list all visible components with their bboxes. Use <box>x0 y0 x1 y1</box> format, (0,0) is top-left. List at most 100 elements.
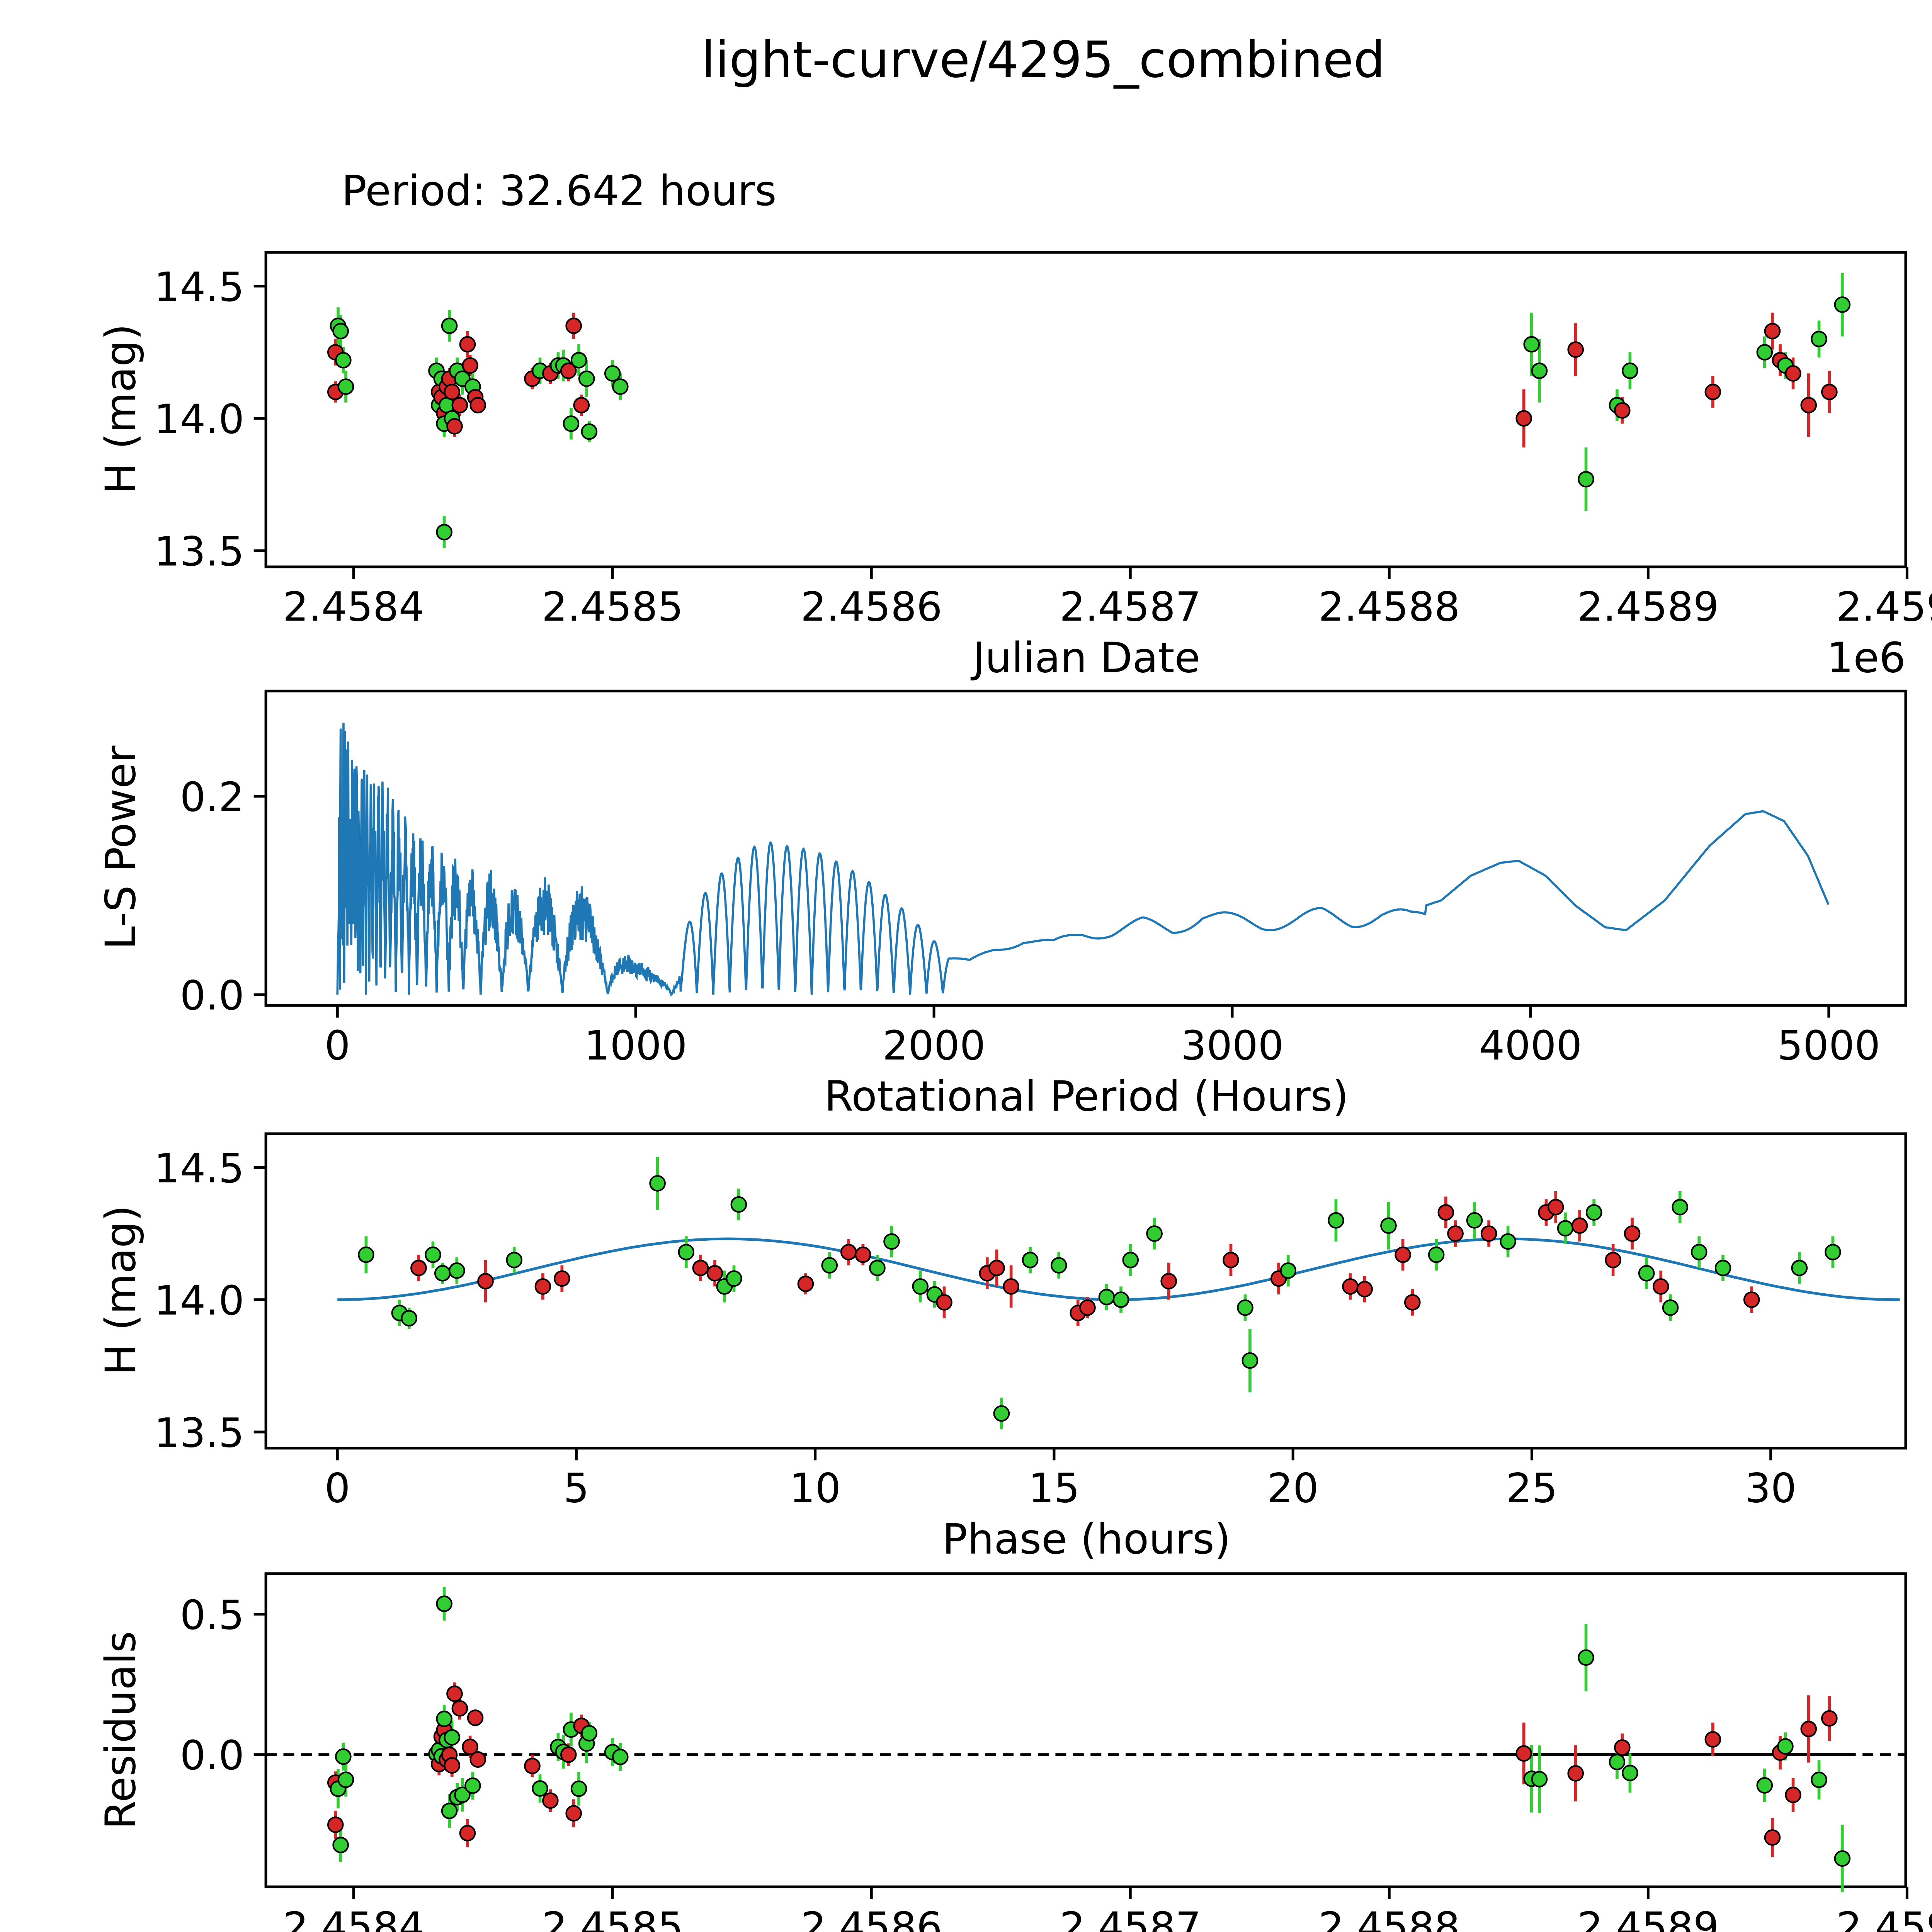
x-tick-label: 2000 <box>883 1022 986 1069</box>
x-tick-label: 2.4587 <box>1060 583 1201 631</box>
x-tick-label: 2.4588 <box>1318 1903 1460 1932</box>
data-point <box>1531 1771 1548 1787</box>
data-point <box>444 384 461 400</box>
data-point <box>692 1260 709 1276</box>
data-point <box>444 1729 461 1746</box>
data-point <box>855 1246 871 1263</box>
data-point <box>1764 323 1781 340</box>
data-point <box>410 1260 427 1276</box>
data-point <box>1567 1765 1584 1782</box>
panel-residuals: 2.4584 2.4585 2.4586 2.4587 2.4588 2.4589 2.45… <box>96 1572 1932 1932</box>
data-point <box>1395 1246 1411 1263</box>
data-point <box>1404 1294 1421 1311</box>
data-point <box>1223 1252 1239 1269</box>
y-tick-label: 14.5 <box>154 264 244 311</box>
data-point <box>469 397 486 413</box>
data-point <box>1328 1212 1344 1229</box>
panel-periodogram: 0 1000 2000 3000 4000 5000 0.0 0.2 Rotational P… <box>96 689 1907 1121</box>
data-point <box>1515 1745 1532 1762</box>
data-point <box>335 352 352 369</box>
data-point <box>1614 402 1631 419</box>
data-point <box>1585 1204 1602 1221</box>
data-point <box>1515 410 1532 427</box>
data-point <box>1704 384 1721 400</box>
data-point <box>1624 1225 1641 1242</box>
lightcurve-points-layer <box>327 273 1851 548</box>
x-tick-label: 2.4584 <box>283 1903 425 1932</box>
data-point <box>1662 1299 1679 1316</box>
phase-ylabel: H (mag) <box>96 1205 145 1376</box>
data-point <box>612 378 629 395</box>
data-point <box>1811 1771 1827 1788</box>
residuals-ylabel: Residuals <box>96 1631 145 1830</box>
data-point <box>332 323 349 340</box>
x-tick-label: 0 <box>325 1465 350 1512</box>
data-point <box>358 1246 374 1263</box>
data-point <box>337 1771 354 1788</box>
data-point <box>1614 1739 1631 1756</box>
x-tick-label: 3000 <box>1181 1022 1284 1069</box>
x-tick-label: 2.4588 <box>1318 583 1460 631</box>
data-point <box>604 365 621 382</box>
data-point <box>425 1246 441 1263</box>
data-point <box>821 1257 838 1274</box>
data-point <box>706 1265 723 1282</box>
data-point <box>1567 341 1584 358</box>
data-point <box>467 1709 484 1726</box>
lightcurve-axes-frame <box>264 251 1907 568</box>
x-tick-label: 1000 <box>584 1022 687 1069</box>
data-point <box>1764 1829 1781 1846</box>
data-point <box>678 1244 695 1260</box>
periodogram-curve-layer <box>336 723 1830 997</box>
phase-ticks: 0 5 10 15 20 25 30 13.5 14.0 14.5 <box>154 1145 1796 1512</box>
data-point <box>469 1751 486 1768</box>
y-tick-label: 13.5 <box>154 528 244 575</box>
x-tick-label: 2.4587 <box>1060 1903 1201 1932</box>
data-point <box>441 317 458 334</box>
data-point <box>459 1825 476 1842</box>
data-point <box>335 1748 352 1765</box>
data-point <box>1609 1753 1626 1770</box>
data-point <box>451 397 468 413</box>
data-point <box>1704 1731 1721 1748</box>
data-point <box>936 1294 952 1311</box>
x-tick-label: 30 <box>1745 1465 1796 1512</box>
data-point <box>883 1233 900 1250</box>
data-point <box>1022 1252 1039 1269</box>
y-tick-label: 0.2 <box>180 774 245 821</box>
x-tick-label: 2.4584 <box>283 583 425 631</box>
data-point <box>565 317 582 334</box>
y-tick-label: 13.5 <box>154 1409 244 1456</box>
data-point <box>1652 1278 1669 1295</box>
residuals-ticks: 2.4584 2.4585 2.4586 2.4587 2.4588 2.4589 2.45… <box>180 1592 1932 1932</box>
data-point <box>578 370 595 387</box>
data-point <box>869 1260 886 1276</box>
lightcurve-ylabel: H (mag) <box>96 324 145 494</box>
data-point <box>462 1738 478 1755</box>
data-point <box>1051 1257 1067 1274</box>
data-point <box>1821 384 1838 400</box>
data-point <box>988 1260 1005 1276</box>
x-tick-label: 2.4589 <box>1577 1903 1719 1932</box>
y-tick-label: 14.5 <box>154 1145 244 1192</box>
y-tick-label: 0.0 <box>180 972 245 1019</box>
data-point <box>1342 1278 1359 1295</box>
data-point <box>1146 1225 1163 1242</box>
periodogram-xlabel: Rotational Period (Hours) <box>824 1072 1349 1121</box>
data-point <box>1743 1291 1760 1308</box>
data-point <box>444 1757 461 1774</box>
periodogram-curve <box>336 723 1830 997</box>
data-point <box>1690 1244 1708 1260</box>
data-point <box>560 362 577 379</box>
x-tick-label: 10 <box>789 1465 841 1512</box>
data-point <box>449 1262 465 1279</box>
data-point <box>532 1780 548 1797</box>
data-point <box>563 415 580 432</box>
lightcurve-ticks: 2.4584 2.4585 2.4586 2.4587 2.4588 2.4589 2.45… <box>154 264 1932 631</box>
data-point <box>434 1265 451 1282</box>
lightcurve-xlabel: Julian Date <box>970 633 1200 682</box>
data-point <box>446 418 463 435</box>
data-point <box>1547 1199 1564 1216</box>
x-tick-label: 2.4585 <box>542 1903 684 1932</box>
